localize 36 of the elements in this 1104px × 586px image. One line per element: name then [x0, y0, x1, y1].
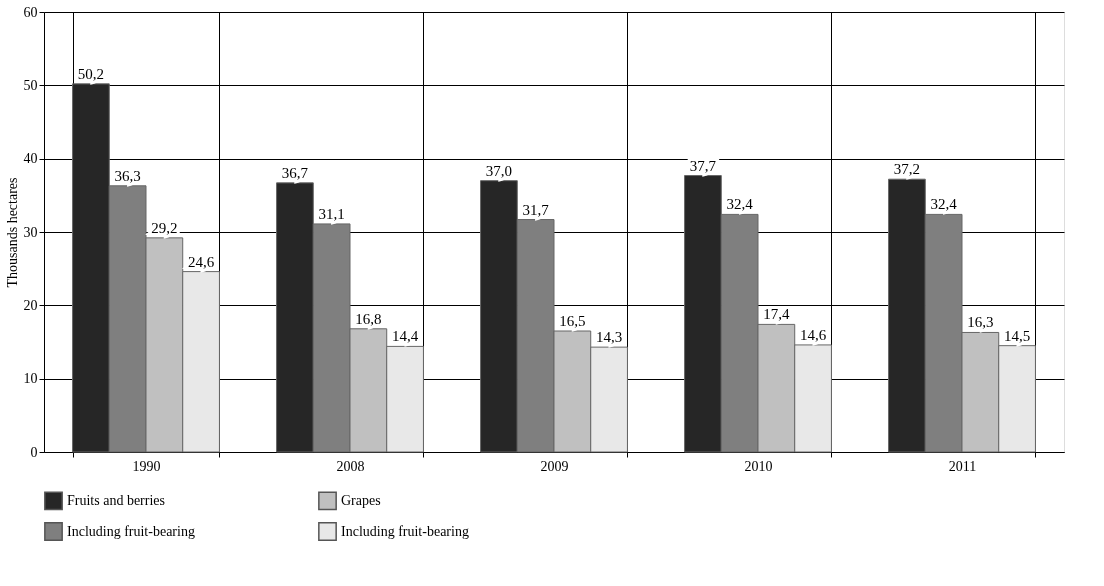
y-tick-label: 0 — [30, 444, 38, 460]
data-label: 17,4 — [763, 306, 790, 323]
y-tick-label: 20 — [23, 297, 38, 313]
data-label: 14,4 — [391, 328, 419, 345]
legend-label: Including fruit-bearing — [341, 523, 469, 539]
data-label: 50,2 — [77, 65, 105, 82]
x-tick-label: 2010 — [744, 458, 773, 474]
y-tick-label: 50 — [23, 77, 38, 93]
data-label: 36,7 — [281, 164, 309, 181]
x-tick-label: 2009 — [540, 458, 569, 474]
data-label: 32,4 — [930, 196, 958, 213]
y-tick-label: 40 — [23, 151, 38, 167]
x-tick-label: 2008 — [336, 458, 365, 474]
data-label: 14,5 — [1003, 327, 1031, 344]
data-label: 37,0 — [485, 162, 513, 179]
x-tick-label: 2011 — [948, 458, 977, 474]
y-tick-label: 60 — [23, 4, 38, 20]
data-label: 24,6 — [187, 253, 215, 270]
legend-label: Fruits and berries — [67, 492, 165, 508]
data-label: 32,4 — [726, 196, 754, 213]
data-label: 36,3 — [114, 167, 141, 184]
y-axis-title: Thousands hectares — [4, 177, 20, 288]
data-label: 37,7 — [689, 157, 717, 174]
data-label: 31,1 — [318, 205, 345, 222]
x-tick-label: 1990 — [132, 458, 161, 474]
data-label: 14,6 — [799, 326, 827, 343]
y-tick-label: 10 — [23, 371, 38, 387]
data-label: 31,7 — [522, 201, 550, 218]
legend-label: Grapes — [341, 492, 381, 508]
data-label: 16,3 — [967, 314, 994, 331]
legend-label: Including fruit-bearing — [67, 523, 195, 539]
data-label: 37,2 — [893, 161, 921, 178]
y-tick-label: 30 — [23, 224, 38, 240]
data-label: 14,3 — [595, 329, 623, 346]
data-label: 16,5 — [559, 313, 586, 329]
data-label: 16,8 — [355, 310, 382, 327]
